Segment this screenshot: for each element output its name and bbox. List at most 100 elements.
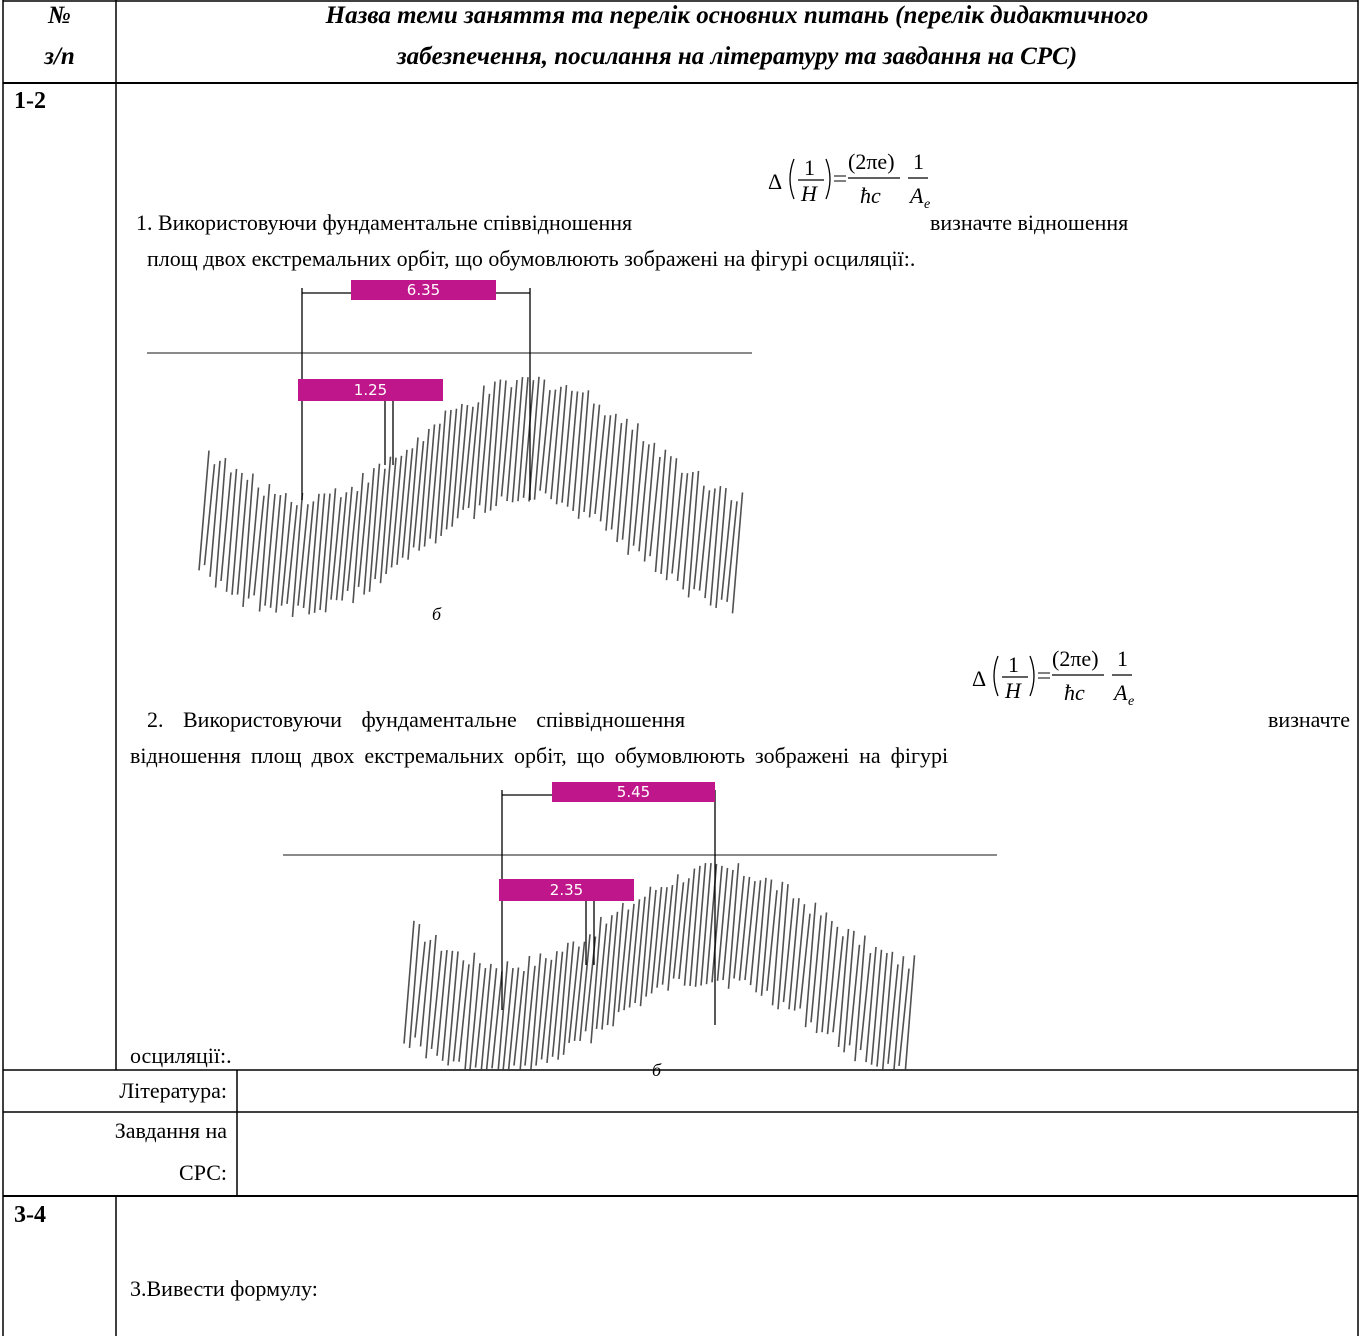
hatch <box>723 870 733 980</box>
hatch <box>844 931 854 1052</box>
hatch <box>657 887 667 988</box>
hatch <box>480 394 490 506</box>
hatch <box>452 404 462 527</box>
formula-num: 1 <box>913 151 924 173</box>
formula-num: 1 <box>804 157 815 179</box>
srs-label: СРС: <box>3 1160 227 1186</box>
hatch <box>866 947 876 1062</box>
hatch <box>894 956 904 1075</box>
hatch <box>580 934 590 1041</box>
hatch <box>298 504 308 605</box>
hatch <box>487 968 497 1071</box>
hatch <box>331 497 341 599</box>
hatch <box>733 492 743 613</box>
hatch <box>470 963 480 1070</box>
hatch <box>502 387 512 496</box>
hatch <box>569 947 579 1043</box>
waveform <box>199 377 743 617</box>
hatch <box>227 469 237 592</box>
hatch <box>282 502 292 606</box>
hatch <box>678 473 688 581</box>
hatch <box>485 382 495 513</box>
hatch <box>700 490 710 590</box>
task-text: визначте відношення <box>930 210 1128 236</box>
hatch <box>756 878 766 992</box>
formula-num: (2πe) <box>1052 648 1099 670</box>
hatch <box>546 390 556 494</box>
hatch <box>564 941 574 1054</box>
hatch <box>712 866 722 983</box>
hatch <box>260 484 270 611</box>
hatch <box>454 960 464 1061</box>
title-header: забезпечення, посилання на літературу та… <box>116 44 1358 70</box>
formula-sub: e <box>924 194 930 216</box>
hatch <box>696 863 706 987</box>
hatch <box>496 380 506 506</box>
srs-label: Завдання на <box>3 1118 227 1144</box>
paren <box>826 159 830 199</box>
hatch <box>370 464 380 592</box>
hatch <box>645 443 655 562</box>
figures: 6.351.25б5.452.35б <box>147 159 1132 1081</box>
hatch <box>701 863 711 985</box>
hatch <box>557 385 567 504</box>
hatch <box>689 471 699 598</box>
hatch <box>476 968 486 1068</box>
hatch <box>524 380 534 498</box>
hatch <box>520 956 530 1078</box>
figure-mark: б <box>652 1060 662 1080</box>
hatch <box>613 903 623 1026</box>
hatch <box>872 950 882 1065</box>
hatch <box>342 487 352 601</box>
task-text: визначте <box>1140 707 1350 733</box>
formula-delta: Δ <box>972 668 986 690</box>
hatch <box>535 380 545 500</box>
hatch <box>458 405 468 518</box>
hatch <box>443 951 453 1061</box>
hatch <box>381 457 391 584</box>
hatch <box>601 415 611 521</box>
hatch <box>591 917 601 1043</box>
num-header: № <box>3 3 116 29</box>
hatch <box>778 884 788 1009</box>
hatch <box>410 924 420 1048</box>
hatch <box>430 424 440 539</box>
hatch <box>568 391 578 506</box>
hatch <box>705 488 715 598</box>
hatch <box>905 955 915 1081</box>
hatch <box>414 441 424 547</box>
hatch <box>465 953 475 1077</box>
hatch <box>441 410 451 536</box>
hatch <box>674 882 684 978</box>
hatch <box>491 380 501 511</box>
hatch <box>232 473 242 595</box>
hatch <box>210 461 220 577</box>
hatch <box>573 392 583 511</box>
hatch <box>795 904 805 1010</box>
num-header: з/п <box>3 44 116 70</box>
hatch <box>507 380 517 501</box>
hatch <box>789 898 799 1009</box>
formula-num: 1 <box>1117 648 1128 670</box>
hatch <box>679 878 689 979</box>
hatch <box>839 929 849 1047</box>
hatch <box>326 488 336 612</box>
hatch <box>575 942 585 1041</box>
label: 6.35 <box>407 281 440 299</box>
hatch <box>551 387 561 499</box>
hatch <box>652 887 662 993</box>
hatch <box>492 971 502 1068</box>
hatch <box>359 483 369 587</box>
task-text: 3.Вивести формулу: <box>130 1276 318 1302</box>
hatch <box>437 950 447 1056</box>
hatch <box>276 493 286 612</box>
hatch <box>469 402 479 508</box>
hatch <box>513 377 523 502</box>
row-number: 1-2 <box>14 88 46 114</box>
hatch <box>375 469 385 579</box>
hatch <box>716 488 726 608</box>
hatch <box>718 868 728 981</box>
hatch <box>408 437 418 559</box>
hatch <box>745 881 755 980</box>
hatch <box>597 924 607 1029</box>
